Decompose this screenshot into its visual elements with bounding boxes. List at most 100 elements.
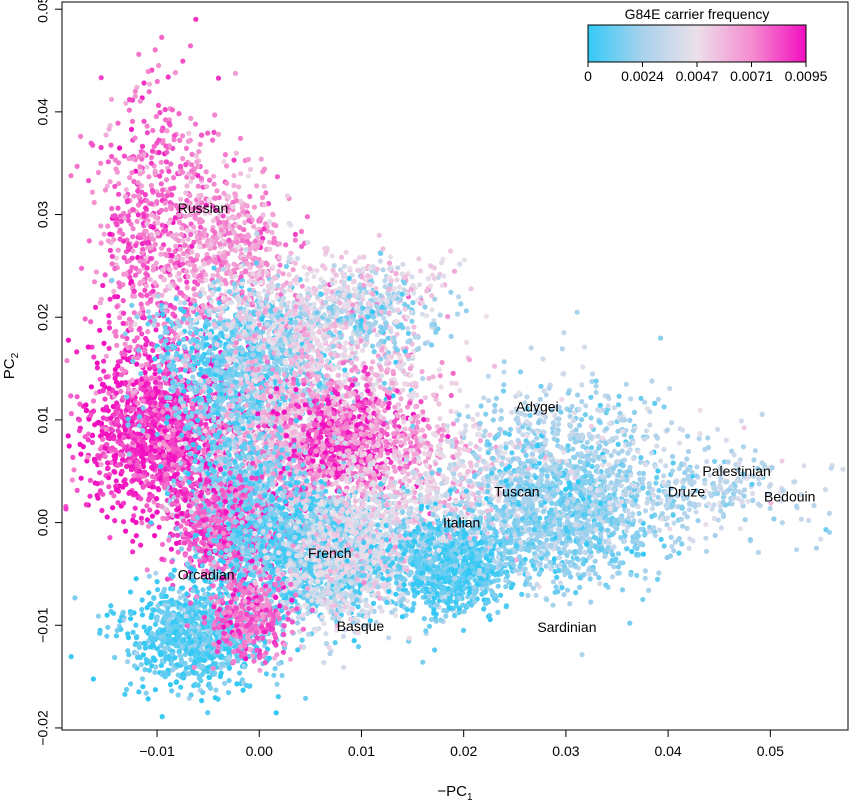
scatter-point <box>270 212 276 218</box>
scatter-point <box>263 298 269 304</box>
scatter-point <box>117 412 123 419</box>
scatter-point <box>198 232 204 238</box>
scatter-point <box>122 331 128 337</box>
scatter-point <box>126 241 132 247</box>
scatter-point <box>167 267 173 273</box>
scatter-point <box>124 199 130 205</box>
scatter-point <box>272 307 278 313</box>
scatter-point <box>110 505 116 511</box>
scatter-point <box>212 229 218 235</box>
scatter-point <box>299 283 305 289</box>
scatter-point <box>187 338 193 344</box>
scatter-point <box>349 360 355 366</box>
scatter-point <box>104 514 110 520</box>
scatter-point <box>269 288 275 294</box>
scatter-point <box>155 102 162 108</box>
scatter-point <box>206 393 212 399</box>
scatter-point <box>295 255 301 261</box>
scatter-point <box>148 154 155 161</box>
scatter-point <box>228 271 234 277</box>
scatter-point <box>197 244 203 250</box>
scatter-point <box>198 378 204 384</box>
scatter-point <box>127 325 133 331</box>
scatter-point <box>226 194 232 200</box>
scatter-point <box>210 273 216 279</box>
scatter-point <box>77 401 83 407</box>
scatter-point <box>152 400 158 406</box>
scatter-point <box>259 302 265 308</box>
scatter-point <box>105 475 112 481</box>
scatter-point <box>151 322 157 328</box>
scatter-point <box>158 181 164 187</box>
scatter-point <box>97 327 103 333</box>
scatter-point <box>154 199 160 205</box>
scatter-point <box>148 297 154 303</box>
scatter-point <box>189 168 195 174</box>
scatter-point <box>198 330 204 337</box>
scatter-point <box>130 549 136 555</box>
scatter-point <box>162 117 169 123</box>
scatter-point <box>145 240 152 246</box>
scatter-point <box>163 143 169 149</box>
scatter-point <box>125 213 131 219</box>
scatter-point <box>251 204 257 210</box>
scatter-point <box>124 394 130 400</box>
scatter-point <box>211 322 218 328</box>
scatter-point <box>122 427 128 433</box>
scatter-point <box>68 411 74 417</box>
scatter-point <box>170 379 176 385</box>
scatter-point <box>193 153 199 159</box>
scatter-point <box>162 325 168 331</box>
scatter-point <box>109 277 115 283</box>
scatter-point <box>245 173 252 179</box>
scatter-point <box>296 294 302 300</box>
scatter-point <box>195 360 201 367</box>
scatter-point <box>120 457 126 463</box>
scatter-point <box>185 227 191 233</box>
scatter-point <box>132 135 138 141</box>
scatter-point <box>160 409 166 415</box>
scatter-point <box>185 138 191 144</box>
scatter-point <box>184 279 190 285</box>
scatter-point <box>348 346 354 352</box>
scatter-point <box>163 304 169 310</box>
scatter-point <box>237 310 243 316</box>
scatter-point <box>397 355 403 361</box>
scatter-point <box>101 368 107 374</box>
scatter-point <box>166 220 172 226</box>
scatter-point <box>146 407 152 413</box>
scatter-point <box>68 173 74 179</box>
scatter-point <box>83 408 89 414</box>
scatter-point <box>156 62 162 69</box>
scatter-point <box>124 335 130 342</box>
scatter-point <box>149 212 155 218</box>
scatter-point <box>63 506 69 512</box>
scatter-point <box>136 268 143 274</box>
scatter-point <box>184 183 190 189</box>
scatter-point <box>129 377 135 383</box>
scatter-point <box>162 288 168 294</box>
scatter-point <box>114 222 120 228</box>
scatter-point <box>88 319 94 325</box>
scatter-point <box>252 280 258 286</box>
scatter-point <box>98 75 104 81</box>
scatter-point <box>236 184 242 190</box>
scatter-point <box>164 193 170 199</box>
scatter-point <box>166 247 172 253</box>
scatter-point <box>203 169 209 175</box>
scatter-point <box>256 322 262 328</box>
scatter-point <box>123 271 129 277</box>
scatter-point <box>191 286 197 292</box>
scatter-point <box>152 318 158 324</box>
scatter-point <box>264 293 270 299</box>
scatter-point <box>182 476 188 482</box>
scatter-point <box>165 317 171 323</box>
scatter-point <box>146 81 153 87</box>
scatter-point <box>89 439 95 446</box>
scatter-point <box>270 299 276 305</box>
scatter-point <box>148 245 154 251</box>
scatter-point <box>131 288 137 294</box>
scatter-point <box>279 317 285 323</box>
scatter-point <box>94 360 100 366</box>
scatter-point <box>101 231 107 237</box>
